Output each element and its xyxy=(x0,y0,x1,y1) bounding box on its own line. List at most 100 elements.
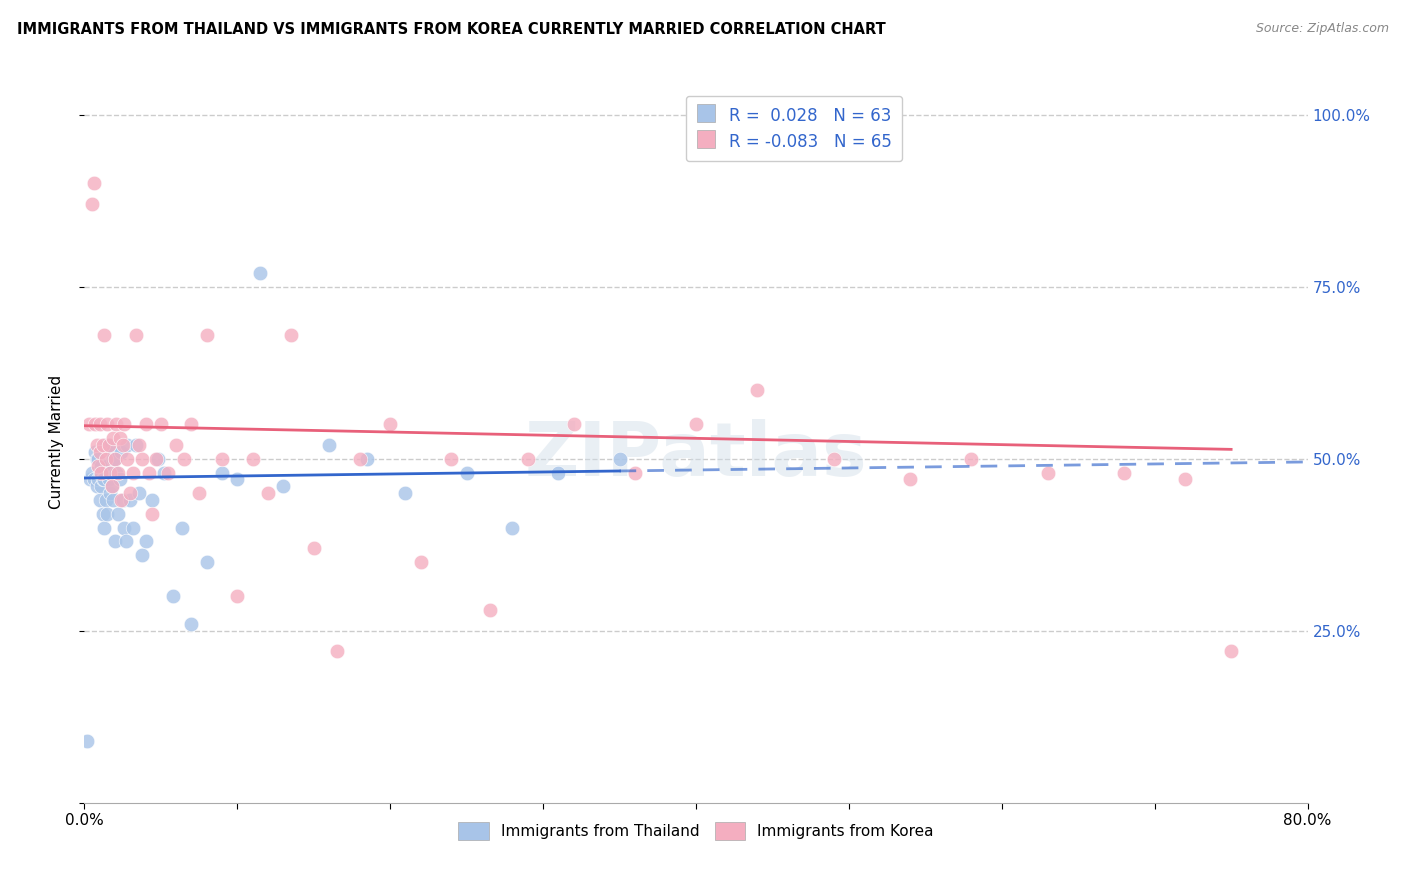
Point xyxy=(562,417,585,432)
Point xyxy=(89,466,111,480)
Point xyxy=(105,466,128,480)
Point xyxy=(188,486,211,500)
Point xyxy=(91,438,114,452)
Point xyxy=(141,507,163,521)
Point xyxy=(141,493,163,508)
Point xyxy=(94,451,117,466)
Point xyxy=(547,466,569,480)
Point xyxy=(108,472,131,486)
Point xyxy=(104,451,127,466)
Point xyxy=(195,555,218,569)
Point xyxy=(135,417,157,432)
Point xyxy=(173,451,195,466)
Point xyxy=(409,555,432,569)
Point xyxy=(162,590,184,604)
Point xyxy=(84,445,107,459)
Point xyxy=(91,472,114,486)
Point xyxy=(115,438,138,452)
Point xyxy=(131,548,153,562)
Point xyxy=(89,417,111,432)
Point xyxy=(86,438,108,452)
Point xyxy=(226,472,249,486)
Point xyxy=(96,417,118,432)
Point xyxy=(90,466,112,480)
Point xyxy=(180,417,202,432)
Point xyxy=(149,417,172,432)
Point xyxy=(211,451,233,466)
Point xyxy=(97,438,120,452)
Point xyxy=(271,479,294,493)
Point xyxy=(249,266,271,280)
Point xyxy=(98,466,121,480)
Point xyxy=(80,466,103,480)
Point xyxy=(180,616,202,631)
Point xyxy=(94,438,117,452)
Point xyxy=(79,472,101,486)
Point xyxy=(89,493,111,508)
Point xyxy=(103,493,125,508)
Point xyxy=(122,466,145,480)
Point xyxy=(101,479,124,493)
Point xyxy=(98,466,121,480)
Point xyxy=(101,479,124,493)
Point xyxy=(146,451,169,466)
Point xyxy=(105,417,128,432)
Point xyxy=(87,458,110,473)
Point xyxy=(165,438,187,452)
Point xyxy=(456,466,478,480)
Point xyxy=(111,493,134,508)
Point xyxy=(211,466,233,480)
Point xyxy=(280,327,302,342)
Point xyxy=(107,466,129,480)
Point xyxy=(112,417,135,432)
Point xyxy=(87,451,110,466)
Point xyxy=(97,438,120,452)
Point xyxy=(153,466,176,480)
Point xyxy=(83,177,105,191)
Point xyxy=(624,466,647,480)
Point xyxy=(394,486,416,500)
Point xyxy=(84,417,107,432)
Point xyxy=(86,479,108,493)
Point xyxy=(112,520,135,534)
Point xyxy=(1174,472,1197,486)
Point xyxy=(111,438,134,452)
Point xyxy=(103,451,125,466)
Point xyxy=(609,451,631,466)
Point xyxy=(110,445,132,459)
Point xyxy=(516,451,538,466)
Point xyxy=(114,534,136,549)
Point xyxy=(226,590,249,604)
Point xyxy=(1114,466,1136,480)
Point xyxy=(898,472,921,486)
Point xyxy=(125,438,148,452)
Point xyxy=(97,472,120,486)
Point xyxy=(502,520,524,534)
Text: ZIPatlas: ZIPatlas xyxy=(524,419,868,492)
Point xyxy=(96,507,118,521)
Point xyxy=(138,466,160,480)
Point xyxy=(110,493,132,508)
Point xyxy=(76,734,98,748)
Point xyxy=(131,451,153,466)
Text: Source: ZipAtlas.com: Source: ZipAtlas.com xyxy=(1256,22,1389,36)
Point xyxy=(80,197,103,211)
Point xyxy=(120,486,142,500)
Point xyxy=(172,520,194,534)
Point xyxy=(103,431,125,445)
Point xyxy=(349,451,371,466)
Point xyxy=(685,417,707,432)
Point xyxy=(195,327,218,342)
Point xyxy=(125,327,148,342)
Point xyxy=(157,466,180,480)
Point xyxy=(96,458,118,473)
Point xyxy=(90,458,112,473)
Point xyxy=(380,417,402,432)
Point xyxy=(302,541,325,556)
Point xyxy=(108,431,131,445)
Point xyxy=(91,507,114,521)
Point xyxy=(325,644,347,658)
Point xyxy=(89,445,111,459)
Point xyxy=(94,493,117,508)
Point xyxy=(122,520,145,534)
